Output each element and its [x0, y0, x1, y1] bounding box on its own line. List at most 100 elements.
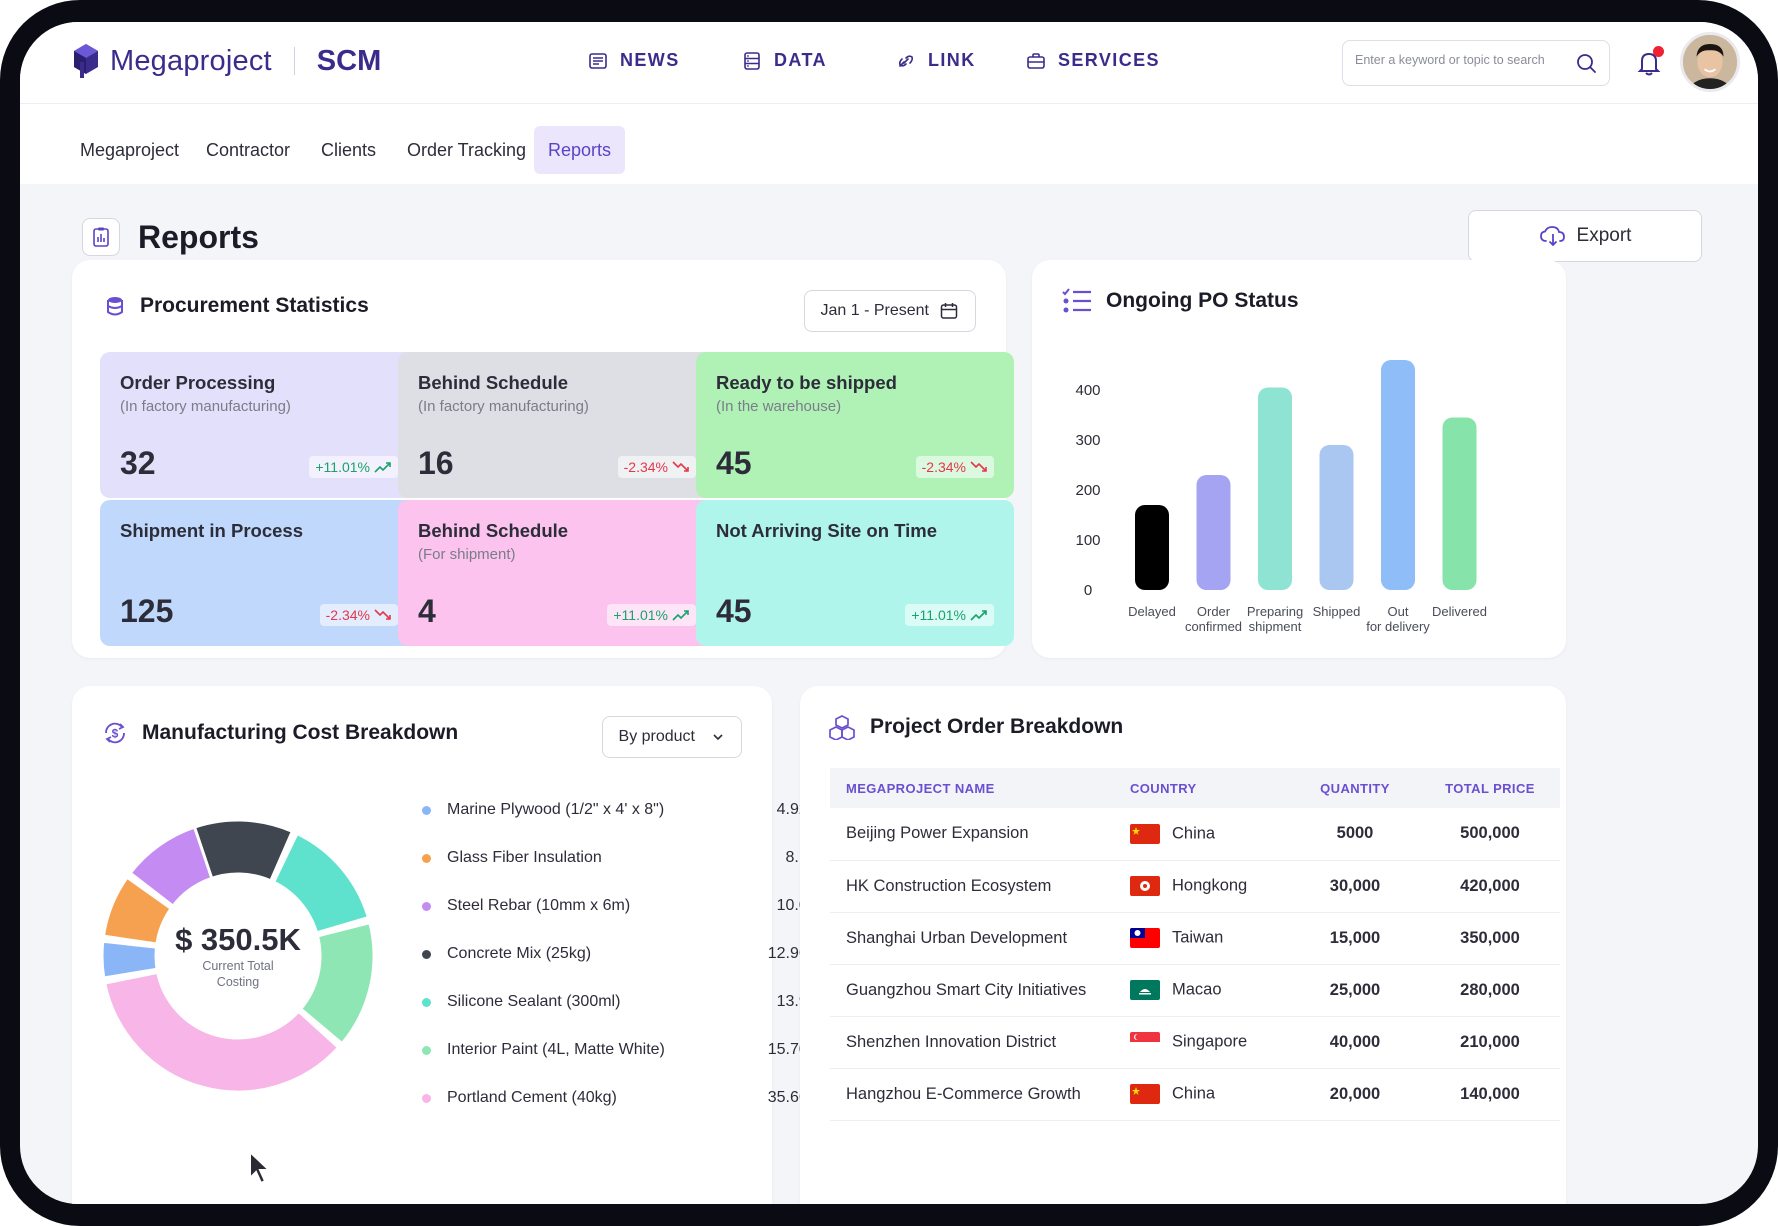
- subtab-order-tracking[interactable]: Order Tracking: [407, 140, 527, 160]
- donut-slice[interactable]: [187, 818, 294, 883]
- col-country[interactable]: COUNTRY: [1130, 768, 1290, 808]
- table-row[interactable]: Guangzhou Smart City Initiatives Macao 25,…: [830, 964, 1560, 1017]
- order-breakdown-title: Project Order Breakdown: [828, 714, 1123, 740]
- cell-quantity: 15,000: [1290, 912, 1420, 965]
- stat-card[interactable]: Behind Schedule (In factory manufacturing…: [398, 352, 716, 498]
- subtab-contractor[interactable]: Contractor: [206, 140, 291, 160]
- trend-up-icon: [672, 610, 689, 621]
- search-box: [1342, 40, 1610, 86]
- col-megaproject-name[interactable]: MEGAPROJECT NAME: [830, 768, 1130, 808]
- brand[interactable]: Megaproject SCM: [72, 42, 381, 80]
- mouse-cursor-icon: [249, 1150, 272, 1185]
- nav-news[interactable]: NEWS: [588, 50, 748, 71]
- stat-change-badge: -2.34%: [617, 456, 696, 478]
- bar-delayed[interactable]: [1135, 505, 1169, 590]
- bar-shipped[interactable]: [1319, 445, 1354, 590]
- cell-total-price: 140,000: [1420, 1068, 1560, 1121]
- country-name: Singapore: [1172, 1032, 1248, 1051]
- donut-slice[interactable]: [128, 825, 214, 908]
- avatar[interactable]: [1680, 32, 1740, 92]
- subtab-reports[interactable]: Reports: [534, 126, 626, 174]
- stat-card[interactable]: Shipment in Process 125 -2.34%: [100, 500, 418, 646]
- table-row[interactable]: HK Construction Ecosystem Hongkong 30,000 4…: [830, 860, 1560, 913]
- table-row[interactable]: Hangzhou E-Commerce Growth China 20,000 140…: [830, 1068, 1560, 1121]
- link-icon: [898, 54, 914, 67]
- legend-item[interactable]: Glass Fiber Insulation8.1%: [422, 834, 822, 882]
- table-row[interactable]: Shanghai Urban Development Taiwan 15,000 35…: [830, 912, 1560, 965]
- legend-item[interactable]: Concrete Mix (25kg) 12.96%: [422, 930, 822, 978]
- donut-slice[interactable]: [272, 832, 370, 935]
- cell-quantity: 5000: [1290, 808, 1420, 861]
- stat-subtitle: (In factory manufacturing): [120, 398, 291, 415]
- cost-donut-chart[interactable]: [98, 816, 378, 1096]
- table-row[interactable]: Shenzhen Innovation District Singapore 40,…: [830, 1016, 1560, 1069]
- stat-value: 45: [716, 593, 752, 629]
- report-icon: [82, 218, 120, 256]
- stat-card[interactable]: Ready to be shipped (In the warehouse) 45 -…: [696, 352, 1014, 498]
- cell-country: Hongkong: [1130, 860, 1290, 913]
- bar-order-confirmed[interactable]: [1196, 475, 1231, 590]
- country-name: Macao: [1172, 980, 1222, 999]
- legend-item[interactable]: Interior Paint (4L, Matte White) 15.70%: [422, 1026, 822, 1074]
- stat-title: Ready to be shipped: [716, 372, 897, 393]
- stat-change: -2.34%: [921, 459, 966, 475]
- bar-preparing-shipment[interactable]: [1258, 387, 1292, 591]
- newspaper-icon: [589, 52, 607, 69]
- col-total-price[interactable]: TOTAL PRICE: [1420, 768, 1560, 808]
- group-by-dropdown[interactable]: By product: [601, 716, 742, 758]
- database-icon: [107, 297, 123, 316]
- donut-slice[interactable]: [101, 875, 173, 946]
- cell-total-price: 280,000: [1420, 964, 1560, 1017]
- country-name: Taiwan: [1172, 928, 1224, 947]
- cell-quantity: 30,000: [1290, 860, 1420, 913]
- table-row[interactable]: Beijing Power Expansion China 5000 500,000: [830, 808, 1560, 861]
- checklist-icon: [1062, 288, 1091, 313]
- order-table: MEGAPROJECT NAME COUNTRY QUANTITY TOTAL …: [830, 768, 1560, 1121]
- search-input[interactable]: [1355, 53, 1565, 67]
- stat-card[interactable]: Behind Schedule (For shipment) 4 +11.01%: [398, 500, 716, 646]
- legend-dot: [422, 949, 431, 959]
- procurement-card: Procurement Statistics Jan 1 - Present O…: [72, 260, 1014, 658]
- donut-slice[interactable]: [103, 970, 341, 1094]
- trend-down-icon: [672, 461, 689, 472]
- stat-subtitle: (For shipment): [418, 546, 516, 563]
- cost-legend: Marine Plywood (1/2" x 4' x 8")4.92%Glas…: [422, 786, 822, 1122]
- nav-data[interactable]: DATA: [742, 50, 902, 71]
- x-tick-label: confirmed: [1185, 619, 1242, 634]
- flag-cn-icon: [1130, 823, 1160, 844]
- legend-item[interactable]: Marine Plywood (1/2" x 4' x 8")4.92%: [422, 786, 822, 834]
- bar-out-for-delivery[interactable]: [1381, 360, 1415, 590]
- donut-slice[interactable]: [299, 921, 376, 1046]
- legend-item[interactable]: Silicone Sealant (300ml)13.9%: [422, 978, 822, 1026]
- legend-name: Interior Paint (4L, Matte White): [447, 1041, 665, 1058]
- order-breakdown-title-text: Project Order Breakdown: [870, 715, 1124, 738]
- legend-item[interactable]: Portland Cement (40kg) 35.66%: [422, 1074, 822, 1122]
- legend-item[interactable]: Steel Rebar (10mm x 6m)10.0%: [422, 882, 822, 930]
- svg-text:$: $: [112, 727, 119, 741]
- trend-up-icon: [970, 610, 987, 621]
- col-quantity[interactable]: QUANTITY: [1290, 768, 1420, 808]
- donut-slice[interactable]: [100, 939, 159, 980]
- cell-country: Taiwan: [1130, 912, 1290, 965]
- nav-services[interactable]: SERVICES: [1026, 50, 1206, 71]
- cell-total-price: 420,000: [1420, 860, 1560, 913]
- nav-link[interactable]: LINK: [896, 50, 1056, 71]
- stat-change-badge: +11.01%: [607, 604, 696, 626]
- page-header: Reports: [82, 218, 259, 256]
- sub-navbar: Megaproject Contractor Clients Order Tra…: [20, 104, 1758, 184]
- page-title: Reports: [138, 218, 259, 255]
- subtab-megaproject[interactable]: Megaproject: [80, 140, 180, 160]
- search-icon[interactable]: [1575, 52, 1597, 74]
- stat-card[interactable]: Order Processing (In factory manufacturin…: [100, 352, 418, 498]
- date-range-picker[interactable]: Jan 1 - Present: [803, 290, 976, 332]
- export-button[interactable]: Export: [1468, 210, 1702, 262]
- stat-change: +11.01%: [613, 607, 668, 623]
- subtab-clients[interactable]: Clients: [321, 140, 377, 160]
- cell-quantity: 25,000: [1290, 964, 1420, 1017]
- stat-card[interactable]: Not Arriving Site on Time 45 +11.01%: [696, 500, 1014, 646]
- procurement-title: Procurement Statistics: [104, 294, 369, 318]
- notification-bell[interactable]: [1632, 46, 1666, 80]
- bar-delivered[interactable]: [1442, 417, 1477, 591]
- stat-title: Behind Schedule: [418, 372, 569, 393]
